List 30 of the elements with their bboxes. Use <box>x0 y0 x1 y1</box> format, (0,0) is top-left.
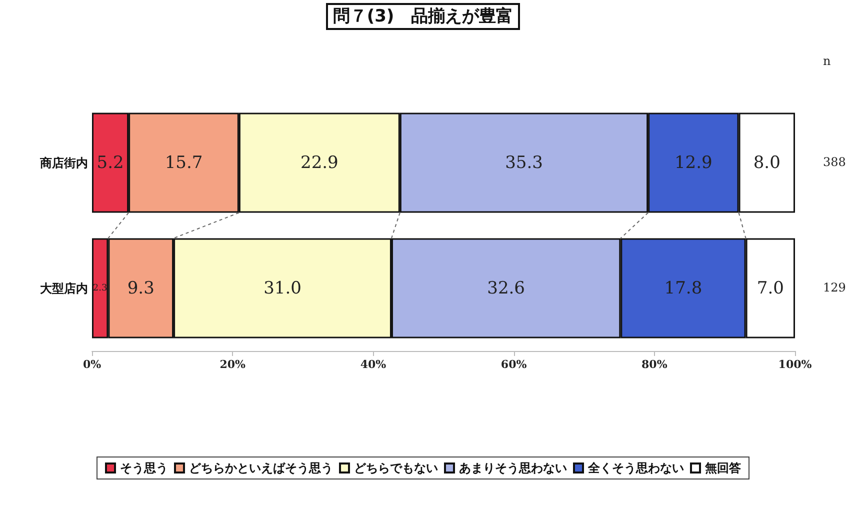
y-tick-label: 大型店内 <box>40 281 88 296</box>
x-tick-label: 100% <box>778 358 812 371</box>
chart-title: 問７(3) 品揃えが豊富 <box>332 6 514 26</box>
legend-label: 無回答 <box>704 461 742 475</box>
legend-label: どちらでもない <box>354 461 438 475</box>
legend-label: 全くそう思わない <box>587 461 684 475</box>
data-label: 2.3 <box>92 283 108 294</box>
data-label: 9.3 <box>127 278 154 298</box>
data-label: 17.8 <box>664 278 702 298</box>
text: 129 <box>823 280 846 294</box>
x-tick-label: 80% <box>642 358 668 371</box>
data-label: 22.9 <box>300 152 338 173</box>
legend-label: あまりそう思わない <box>459 461 567 475</box>
y-tick-label: 商店街内 <box>39 156 88 170</box>
data-label: 15.7 <box>164 152 203 173</box>
x-tick-label: 40% <box>360 358 387 371</box>
legend-label: そう思う <box>120 461 168 475</box>
data-label: 12.9 <box>674 152 712 173</box>
data-label: 31.0 <box>264 278 302 298</box>
data-label: 7.0 <box>756 278 784 298</box>
data-label: 35.3 <box>505 152 543 173</box>
data-label: 8.0 <box>753 152 780 173</box>
x-tick-label: 0% <box>82 358 102 371</box>
data-label: 5.2 <box>96 152 124 173</box>
x-tick-label: 60% <box>500 358 528 371</box>
x-tick-label: 20% <box>220 358 246 371</box>
text: 388 <box>823 154 846 169</box>
data-label: 32.6 <box>487 278 525 298</box>
text: n <box>823 54 831 68</box>
legend-label: どちらかといえばそう思う <box>189 461 333 475</box>
